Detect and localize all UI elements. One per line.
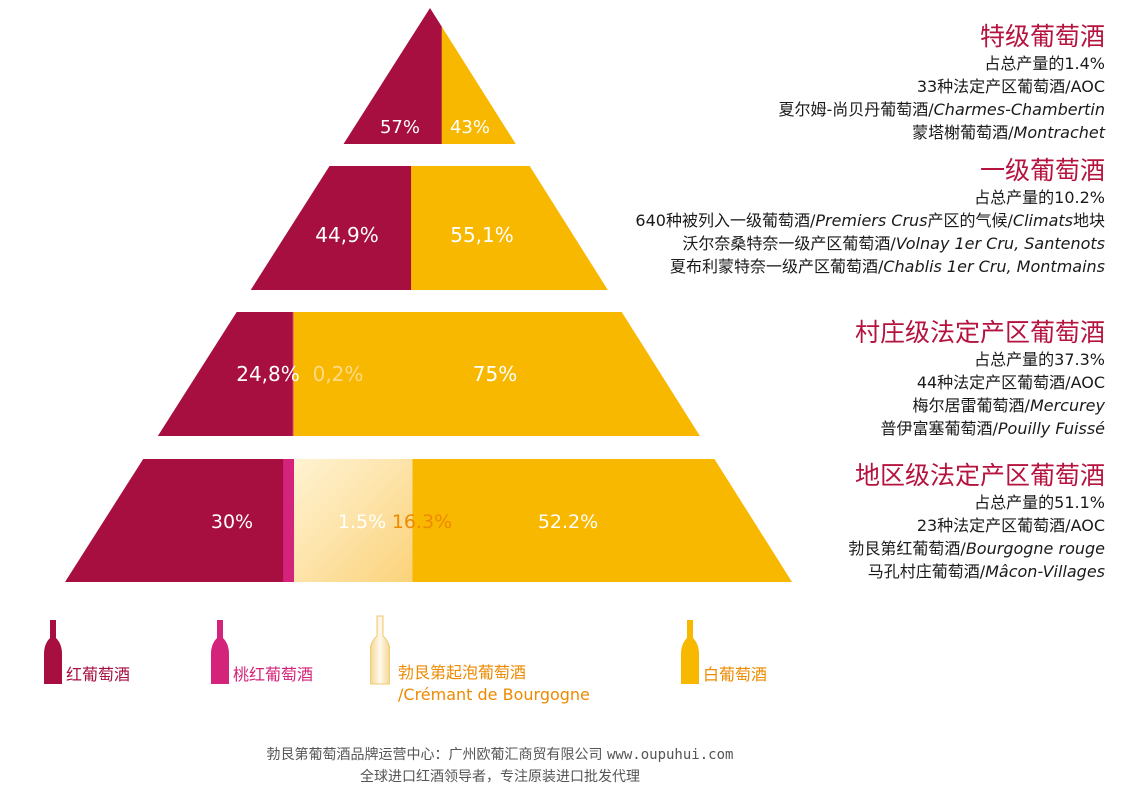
- tier-line: 640种被列入一级葡萄酒/Premiers Crus产区的气候/Climats地…: [635, 211, 1105, 230]
- footer-url[interactable]: www.oupuhui.com: [607, 747, 734, 763]
- tier-title: 村庄级法定产区葡萄酒: [854, 318, 1105, 347]
- bar-segment-rose: [283, 459, 295, 582]
- data-label-rose: 1.5%: [338, 511, 386, 533]
- tier-text-village: 村庄级法定产区葡萄酒 占总产量的37.3% 44种法定产区葡萄酒/AOC 梅尔居…: [855, 318, 1105, 440]
- data-label-white: 75%: [473, 362, 517, 386]
- cremant-bottle-icon: [370, 615, 390, 685]
- tier-title: 地区级法定产区葡萄酒: [854, 461, 1105, 490]
- data-label-red: 30%: [211, 511, 253, 533]
- tier-title: 一级葡萄酒: [979, 156, 1105, 185]
- legend-item-rose-wine: 桃红葡萄酒: [211, 618, 313, 686]
- tier-line: 33种法定产区葡萄酒/AOC: [916, 77, 1105, 96]
- tier-line: 占总产量的51.1%: [974, 493, 1105, 512]
- tier-line: 占总产量的10.2%: [974, 188, 1105, 207]
- tier-line: 占总产量的37.3%: [974, 350, 1105, 369]
- data-label-rose: 0,2%: [313, 362, 364, 386]
- data-label-red: 24,8%: [236, 362, 300, 386]
- data-label-cremant: 16.3%: [392, 511, 452, 533]
- data-label-red: 57%: [380, 117, 420, 138]
- bar-segment-white: [412, 459, 792, 582]
- tier-line: 勃艮第红葡萄酒/Bourgogne rouge: [848, 539, 1105, 558]
- bar-segment-white: [293, 312, 701, 436]
- bar-segment-rose: [292, 312, 294, 436]
- legend-label: 红葡萄酒: [66, 665, 131, 684]
- legend-sublabel: /Crémant de Bourgogne: [398, 685, 590, 704]
- red-bottle-icon: [44, 620, 62, 684]
- tier-line: 夏布利蒙特奈一级产区葡萄酒/Chablis 1er Cru, Montmains: [669, 257, 1105, 276]
- tier-line: 梅尔居雷葡萄酒/Mercurey: [912, 396, 1105, 415]
- tier-line: 占总产量的1.4%: [984, 54, 1105, 73]
- data-label-white: 52.2%: [538, 511, 598, 533]
- tier-line: 普伊富塞葡萄酒/Pouilly Fuissé: [880, 419, 1105, 438]
- bar-segment-cremant: [294, 459, 414, 582]
- legend-item-cremant: 勃艮第起泡葡萄酒 /Crémant de Bourgogne: [370, 614, 590, 706]
- data-label-white: 43%: [450, 117, 490, 138]
- tier-line: 沃尔奈桑特奈一级产区葡萄酒/Volnay 1er Cru, Santenots: [682, 234, 1105, 253]
- legend-label: 白葡萄酒: [703, 665, 768, 684]
- tier-line: 夏尔姆-尚贝丹葡萄酒/Charmes-Chambertin: [778, 100, 1105, 119]
- footer-line-1: 勃艮第葡萄酒品牌运营中心：广州欧葡汇商贸有限公司 www.oupuhui.com: [0, 744, 1000, 764]
- legend-label: 勃艮第起泡葡萄酒: [398, 663, 527, 682]
- tier-text-grand-cru: 特级葡萄酒 占总产量的1.4% 33种法定产区葡萄酒/AOC 夏尔姆-尚贝丹葡萄…: [778, 22, 1105, 144]
- white-bottle-icon: [681, 620, 699, 684]
- tier-line: 马孔村庄葡萄酒/Mâcon-Villages: [867, 562, 1105, 581]
- data-label-white: 55,1%: [450, 223, 514, 247]
- tier-line: 44种法定产区葡萄酒/AOC: [916, 373, 1105, 392]
- tier-title: 特级葡萄酒: [979, 22, 1105, 51]
- tier-text-regional: 地区级法定产区葡萄酒 占总产量的51.1% 23种法定产区葡萄酒/AOC 勃艮第…: [848, 461, 1105, 583]
- legend-item-red-wine: 红葡萄酒: [44, 618, 130, 686]
- legend-item-white-wine: 白葡萄酒: [681, 618, 767, 686]
- data-label-red: 44,9%: [315, 223, 379, 247]
- footer-line-2: 全球进口红酒领导者，专注原装进口批发代理: [360, 769, 640, 785]
- legend-label: 桃红葡萄酒: [233, 665, 314, 684]
- rose-bottle-icon: [211, 620, 229, 684]
- tier-line: 23种法定产区葡萄酒/AOC: [916, 516, 1105, 535]
- pyramid-chart: 57% 43% 44,9% 55,1% 24,8% 0,2% 75% 30% 1.5% 16.3%…: [65, 8, 792, 582]
- tier-text-premier-cru: 一级葡萄酒 占总产量的10.2% 640种被列入一级葡萄酒/Premiers C…: [635, 156, 1105, 278]
- footer-company: 勃艮第葡萄酒品牌运营中心：广州欧葡汇商贸有限公司: [266, 747, 603, 763]
- tier-line: 蒙塔榭葡萄酒/Montrachet: [912, 123, 1105, 142]
